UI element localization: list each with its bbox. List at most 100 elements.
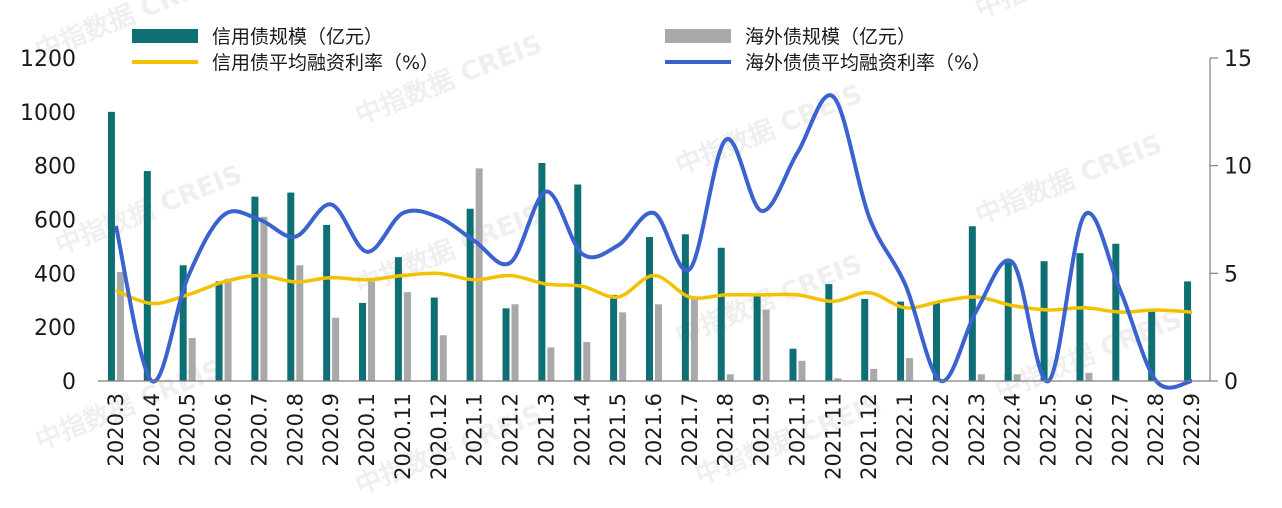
- overseas-bond-bar: [224, 278, 232, 381]
- overseas-bond-bar: [583, 341, 591, 381]
- credit-bond-bar: [789, 348, 797, 381]
- legend-label: 海外债规模（亿元）: [745, 26, 916, 48]
- x-tick-label: 2021.5: [606, 393, 630, 466]
- credit-bond-bar: [538, 162, 546, 381]
- credit-bond-bar: [681, 234, 689, 381]
- overseas-bond-bar: [296, 265, 304, 381]
- credit-bond-bar: [1184, 281, 1192, 381]
- credit-bond-bar: [968, 226, 976, 381]
- x-tick-label: 2021.6: [642, 393, 666, 466]
- credit-bond-bar: [1076, 253, 1084, 381]
- overseas-bond-bar: [726, 374, 734, 381]
- x-tick-label: 2020.1: [355, 393, 379, 466]
- credit-rate-line: [115, 271, 1193, 314]
- credit-bond-bar: [825, 284, 833, 381]
- x-tick-label: 2021.1: [463, 393, 487, 466]
- right-y-tick-label: 15: [1224, 47, 1252, 72]
- watermark-text: 中指数据 CREIS: [991, 304, 1186, 406]
- x-tick-label: 2022.1: [893, 393, 917, 466]
- right-y-tick-label: 5: [1224, 262, 1238, 287]
- legend-swatch: [665, 29, 731, 43]
- credit-bond-bar: [717, 247, 725, 381]
- credit-bond-bar: [753, 294, 761, 381]
- overseas-bond-bar: [619, 312, 627, 381]
- credit-bond-bar: [1040, 261, 1048, 381]
- credit-bond-bar: [215, 281, 223, 381]
- overseas-rate-line: [113, 93, 1193, 390]
- watermark-text: 中指数据 CREIS: [971, 129, 1166, 231]
- overseas-bond-bar: [188, 337, 196, 381]
- credit-bond-bar: [323, 224, 331, 381]
- overseas-bond-bar: [547, 347, 555, 381]
- x-tick-label: 2020.7: [247, 393, 271, 466]
- x-tick-label: 2021.4: [570, 393, 594, 466]
- x-tick-label: 2020.9: [319, 393, 343, 466]
- overseas-bond-bar: [511, 304, 519, 381]
- credit-bond-bar: [251, 196, 259, 381]
- credit-bond-bar: [107, 111, 115, 381]
- x-tick-label: 2022.8: [1144, 393, 1168, 466]
- watermark-text: 中指数据 CREIS: [971, 0, 1166, 24]
- overseas-bond-bar: [690, 297, 698, 381]
- x-tick-label: 2022.5: [1037, 393, 1061, 466]
- overseas-bond-bar: [655, 304, 662, 381]
- x-tick-label: 2020.8: [283, 393, 307, 466]
- credit-bond-bar: [1004, 262, 1012, 381]
- x-tick-label: 2020.11: [391, 393, 415, 480]
- overseas-bond-bar: [1085, 372, 1093, 381]
- credit-bond-bar: [394, 257, 402, 381]
- legend-swatch: [132, 29, 198, 43]
- x-tick-label: 2020.3: [104, 393, 128, 466]
- credit-bond-bar: [861, 298, 869, 381]
- x-tick-label: 2021.9: [750, 393, 774, 466]
- legend-label: 信用债规模（亿元）: [212, 26, 383, 48]
- overseas-bond-bar: [762, 309, 770, 381]
- overseas-bond-bar: [475, 168, 483, 381]
- x-tick-label: 2022.3: [965, 393, 989, 466]
- x-tick-label: 2021.12: [857, 393, 881, 480]
- lines-layer: [113, 93, 1193, 390]
- x-tick-label: 2022.9: [1180, 393, 1204, 466]
- x-tick-label: 2020.4: [140, 393, 164, 466]
- overseas-bond-bar: [368, 281, 376, 381]
- legend: 信用债规模（亿元） 海外债规模（亿元） 信用债平均融资利率（%） 海外债债平均融资利率…: [132, 26, 991, 74]
- x-tick-label: 2021.2: [499, 393, 523, 466]
- axes-layer: 0 200 400 600 800 1000 1200 0 5 10 15 2020.3 2020.4 2…: [20, 47, 1252, 480]
- credit-bond-bar: [430, 297, 438, 381]
- credit-bond-bar: [466, 208, 474, 381]
- x-tick-label: 2022.2: [929, 393, 953, 466]
- x-tick-label: 2022.7: [1108, 393, 1132, 466]
- credit-bond-bar: [646, 236, 653, 381]
- legend-label: 海外债债平均融资利率（%）: [745, 52, 991, 74]
- overseas-bond-bar: [906, 358, 914, 381]
- credit-bond-bar: [143, 171, 151, 381]
- bars-layer: [107, 111, 1192, 381]
- overseas-bond-bar: [1013, 374, 1021, 381]
- overseas-bond-bar: [977, 374, 985, 381]
- credit-bond-bar: [179, 265, 187, 381]
- overseas-bond-bar: [260, 216, 268, 381]
- left-y-tick-label: 1000: [20, 101, 76, 126]
- left-y-tick-label: 400: [34, 262, 76, 287]
- overseas-bond-bar: [439, 335, 447, 381]
- x-tick-label: 2020.5: [176, 393, 200, 466]
- left-y-tick-label: 1200: [20, 47, 76, 72]
- x-tick-label: 2021.8: [714, 393, 738, 466]
- credit-bond-bar: [610, 294, 618, 381]
- credit-bond-bar: [932, 302, 940, 381]
- left-y-tick-label: 600: [34, 209, 76, 234]
- x-tick-label: 2021.11: [821, 393, 845, 480]
- x-tick-label: 2020.12: [427, 393, 451, 480]
- credit-bond-bar: [359, 302, 367, 381]
- left-y-tick-label: 800: [34, 155, 76, 180]
- overseas-bond-bar: [834, 378, 842, 381]
- overseas-bond-bar: [332, 317, 340, 381]
- x-tick-label: 2022.6: [1072, 393, 1096, 466]
- right-y-tick-label: 10: [1224, 155, 1252, 180]
- credit-bond-bar: [502, 308, 510, 381]
- legend-label: 信用债平均融资利率（%）: [212, 52, 439, 74]
- overseas-bond-bar: [798, 360, 806, 381]
- credit-bond-bar: [574, 184, 582, 381]
- overseas-bond-bar: [116, 271, 124, 381]
